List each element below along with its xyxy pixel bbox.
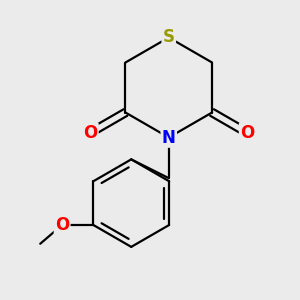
Text: O: O [240, 124, 254, 142]
Text: S: S [163, 28, 175, 46]
Text: N: N [162, 128, 176, 146]
Text: O: O [55, 216, 69, 234]
Text: O: O [83, 124, 98, 142]
